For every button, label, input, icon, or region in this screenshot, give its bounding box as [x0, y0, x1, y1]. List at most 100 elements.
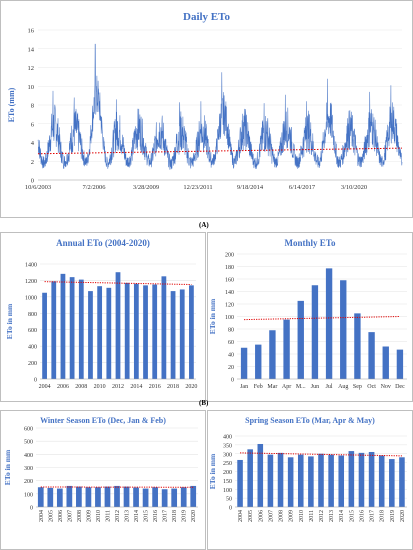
y-tick-label: 20: [228, 365, 234, 371]
y-axis-label: ETo in mm: [208, 453, 217, 489]
y-tick-label: 10: [28, 84, 35, 91]
bar: [69, 277, 75, 379]
y-tick-label: 14: [28, 46, 35, 53]
x-tick-label: 2012: [112, 384, 124, 390]
x-tick-label: 2011: [105, 510, 111, 522]
y-tick-label: 500: [24, 440, 33, 446]
bar: [389, 459, 395, 507]
x-tick-label: Aug: [338, 384, 348, 390]
annual-eto-chart: Annual ETo (2004-2020) 0 200 400 600 800 1000 1…: [0, 232, 206, 402]
bar: [171, 488, 178, 507]
y-tick-label: 100: [24, 492, 33, 498]
x-tick-label: Apr: [282, 384, 291, 390]
bar: [152, 284, 158, 379]
chart-title: Spring Season ETo (Mar, Apr & May): [245, 416, 375, 425]
spring-eto-chart: Spring Season ETo (Mar, Apr & May) 0 50 100…: [207, 410, 413, 550]
x-tick-label: Jan: [240, 384, 248, 390]
x-tick-label: 2018: [380, 510, 386, 522]
y-tick-label: 60: [228, 340, 234, 346]
bar: [106, 287, 112, 379]
bar: [85, 487, 92, 507]
x-tick-label: 2009: [289, 510, 295, 522]
x-tick-label: 2007: [268, 510, 274, 522]
bar: [161, 276, 167, 379]
bar: [277, 452, 284, 507]
x-tick-label: 2008: [77, 510, 83, 522]
bar: [179, 289, 185, 379]
x-tick-label: 2013: [125, 510, 131, 522]
y-tick-label: 1200: [25, 279, 37, 285]
bar: [358, 452, 365, 507]
bar: [95, 487, 101, 507]
bar: [269, 330, 276, 379]
x-tick-label: 2006: [58, 510, 64, 522]
y-tick-label: 16: [28, 28, 35, 35]
x-tick-label: Feb: [254, 384, 263, 390]
x-tick-label: 2017: [370, 510, 376, 522]
bar: [76, 486, 82, 507]
y-tick-label: 8: [31, 103, 34, 110]
y-tick-label: 800: [28, 312, 37, 318]
bar: [287, 457, 294, 507]
y-tick-label: 350: [223, 443, 232, 449]
y-tick-label: 140: [225, 290, 234, 296]
y-tick-label: 100: [223, 488, 232, 494]
daily-eto-series: [37, 43, 403, 170]
x-tick-label: 2014: [130, 384, 142, 390]
y-tick-label: 200: [24, 479, 33, 485]
chart-title: Annual ETo (2004-2020): [56, 238, 150, 248]
y-tick-label: 4: [31, 140, 35, 147]
y-tick-label: 200: [225, 253, 234, 259]
bar: [338, 455, 345, 507]
trend-line: [240, 452, 402, 457]
x-tick-label: 2008: [75, 384, 87, 390]
panel-a-label: (A): [199, 221, 209, 229]
bar: [368, 332, 375, 379]
y-axis-label: ETo in mm: [208, 298, 217, 334]
trend-line: [44, 281, 192, 286]
bar: [180, 487, 187, 507]
bar: [237, 459, 243, 507]
bar: [114, 485, 120, 507]
y-tick-label: 400: [28, 345, 37, 351]
monthly-eto-chart: Monthly ETo 0 20 40 60 80 100 120 140 160 180 200 ET…: [207, 232, 413, 402]
y-tick-label: 120: [225, 303, 234, 309]
chart-frame: [0, 0, 413, 218]
winter-eto-chart: Winter Season ETo (Dec, Jan & Feb) 0 100 20…: [0, 410, 206, 550]
x-tick-label: 2010: [299, 510, 305, 522]
x-tick-label: Jun: [311, 384, 319, 390]
x-tick-label: 2004: [238, 510, 244, 522]
x-tick-label: Oct: [367, 384, 376, 390]
bar: [240, 347, 248, 379]
bar: [88, 291, 93, 379]
daily-eto-chart: Daily ETo 0 2 4 6 8 10 12 14 16 ETo (mm) 10/6/2003 7…: [0, 0, 413, 218]
x-tick-label: 2012: [319, 510, 325, 522]
x-tick-label: 2006: [57, 384, 69, 390]
x-tick-label: 2010: [96, 510, 102, 522]
x-tick-label: Sep: [353, 384, 362, 390]
y-tick-label: 40: [228, 353, 234, 359]
bar: [348, 451, 355, 507]
x-tick-label: 2019: [390, 510, 396, 522]
x-tick-label: 2020: [185, 384, 197, 390]
x-tick-label: 2008: [279, 510, 285, 522]
y-axis-label: ETo (mm): [7, 87, 16, 122]
x-tick-label: 2014: [134, 510, 140, 522]
y-tick-label: 600: [24, 427, 33, 433]
x-tick-label: M...: [296, 384, 306, 390]
x-tick-label: 2010: [94, 384, 106, 390]
bar: [161, 489, 168, 507]
bar: [115, 272, 121, 379]
y-tick-label: 160: [225, 278, 234, 284]
y-tick-label: 0: [34, 378, 37, 384]
bar: [133, 487, 139, 507]
bar: [255, 344, 262, 379]
y-axis-label: ETo in mm: [5, 303, 14, 339]
y-tick-label: 0: [30, 506, 33, 512]
x-tick-label: 2016: [153, 510, 159, 522]
x-tick-label: 2018: [172, 510, 178, 522]
bar: [297, 454, 304, 507]
x-tick-label: 2019: [182, 510, 188, 522]
y-axis-label: ETo in mm: [3, 449, 12, 485]
bar: [297, 300, 304, 379]
